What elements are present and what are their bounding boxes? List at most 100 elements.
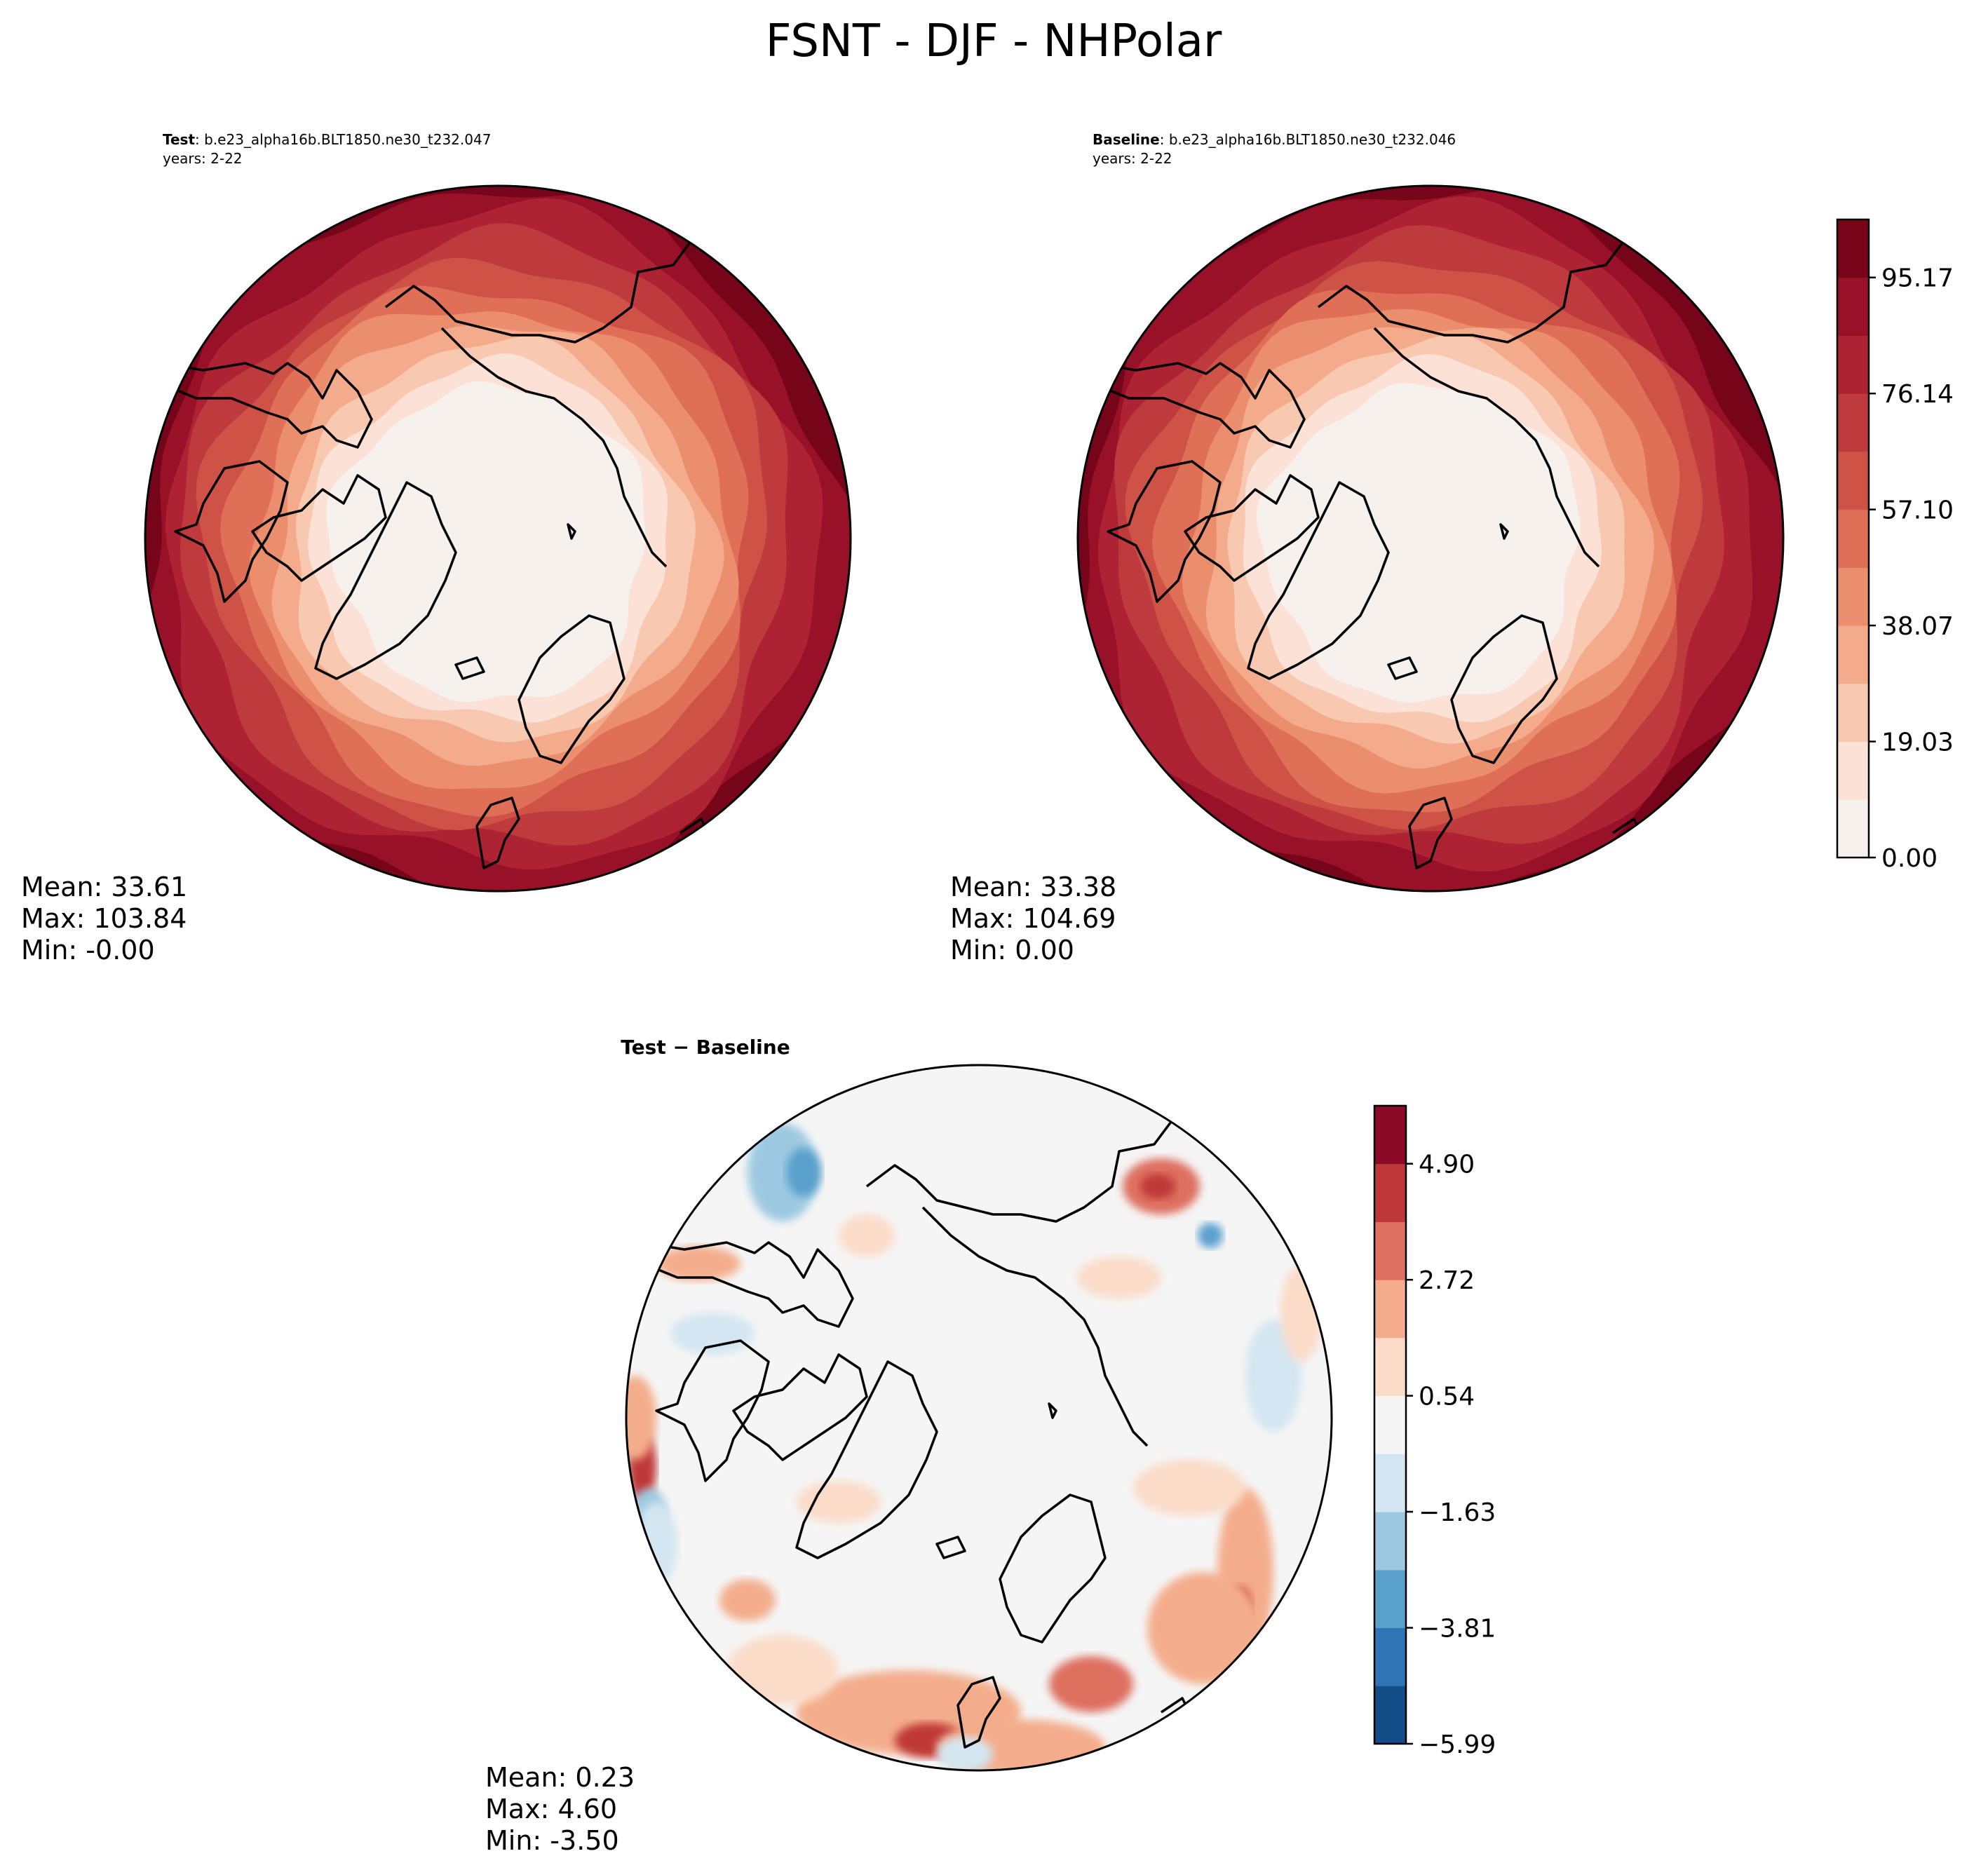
panel-difference-mean: Mean: 0.23 — [485, 1762, 635, 1793]
anomaly-blob — [786, 1148, 821, 1197]
panel-test-title: Test: b.e23_alpha16b.BLT1850.ne30_t232.0… — [163, 131, 491, 148]
coastline — [475, 797, 520, 869]
colorbar-tick-label: −5.99 — [1419, 1730, 1496, 1759]
anomaly-blob — [726, 1635, 839, 1705]
coastline — [921, 1206, 1149, 1447]
coastline — [956, 1676, 1001, 1749]
anomaly-blob — [937, 1737, 993, 1770]
colorbar-segment — [1374, 1569, 1406, 1629]
colorbar-tick-label: 76.14 — [1881, 380, 1954, 409]
colorbar-segment — [1374, 1512, 1406, 1571]
colorbar-segment — [1837, 219, 1869, 278]
panel-baseline-max: Max: 104.69 — [950, 903, 1116, 934]
colorbar-segment — [1837, 393, 1869, 452]
coastline — [1317, 201, 1656, 344]
coastline — [1450, 614, 1558, 764]
colorbar-tick-label: 95.17 — [1881, 264, 1954, 293]
colorbar-frame — [1373, 1104, 1407, 1745]
anomaly-blob — [1140, 1174, 1175, 1199]
coastline — [999, 1493, 1107, 1644]
colorbar-tick-label: 4.90 — [1419, 1151, 1475, 1179]
colorbar-segment — [1374, 1627, 1406, 1686]
colorbar-segment — [1374, 1106, 1406, 1165]
contour-level — [1256, 383, 1581, 703]
panel-baseline-map — [1078, 186, 1783, 891]
panel-baseline-contour-rings — [1078, 186, 1783, 891]
colorbar-tick-label: 0.54 — [1419, 1383, 1475, 1411]
panel-test-coastlines — [145, 201, 724, 869]
anomaly-blob — [1077, 1256, 1161, 1299]
colorbar-tick-label: −1.63 — [1419, 1498, 1496, 1527]
panel-test-mean: Mean: 33.61 — [21, 872, 187, 902]
colorbar-segment — [1837, 799, 1869, 858]
coastline — [145, 362, 373, 449]
figure-title: FSNT - DJF - NHPolar — [766, 15, 1222, 67]
panel-baseline-years: years: 2-22 — [1093, 150, 1172, 167]
coastline — [251, 474, 387, 582]
colorbar-segment — [1374, 1163, 1406, 1222]
panel-difference-map-boundary — [625, 1064, 1333, 1772]
panel-difference-background — [626, 1065, 1332, 1770]
panel-test-max: Max: 103.84 — [21, 903, 187, 934]
coastline — [865, 1080, 1205, 1223]
colorbar-segment — [1374, 1454, 1406, 1512]
coastline — [1048, 1402, 1057, 1419]
coastline — [384, 201, 724, 344]
anomaly-blob — [1147, 1572, 1259, 1684]
colorbar-frame — [1836, 218, 1870, 859]
colorbar-baseline: 0.00 19.03 38.07 57.10 76.14 95.17 — [1836, 218, 1954, 873]
colorbar-segment — [1374, 1337, 1406, 1397]
coastline — [454, 656, 485, 680]
anomaly-blob — [670, 1313, 755, 1355]
coastline — [795, 1360, 938, 1559]
colorbar-tick-label: 19.03 — [1881, 729, 1954, 757]
colorbar-segment — [1374, 1280, 1406, 1339]
anomaly-blob — [839, 1214, 895, 1256]
panel-test-min: Min: -0.00 — [21, 935, 155, 966]
anomaly-blob — [656, 1246, 741, 1281]
panel-difference-max: Max: 4.60 — [485, 1794, 617, 1824]
anomaly-blob — [1133, 1460, 1245, 1516]
colorbar-tick-label: 2.72 — [1419, 1266, 1475, 1295]
anomaly-blob — [1049, 1656, 1133, 1712]
anomaly-blob — [797, 1481, 881, 1523]
panel-baseline-mean: Mean: 33.38 — [950, 872, 1116, 902]
panel-difference-min: Min: -3.50 — [485, 1825, 619, 1856]
colorbar-difference: −5.99 −3.81 −1.63 0.54 2.72 4.90 — [1373, 1104, 1496, 1759]
anomaly-blob — [719, 1579, 776, 1621]
coastline — [1247, 481, 1390, 680]
panel-test-years: years: 2-22 — [163, 150, 243, 167]
colorbar-segment — [1837, 683, 1869, 743]
colorbar-segment — [1374, 1686, 1406, 1744]
colorbar-segment — [1837, 451, 1869, 510]
coastline — [655, 1339, 770, 1482]
panel-test: Test: b.e23_alpha16b.BLT1850.ne30_t232.0… — [21, 131, 852, 966]
coastline — [1408, 797, 1453, 869]
panel-difference-map — [626, 1065, 1332, 1770]
anomaly-blob — [748, 1123, 818, 1221]
panel-baseline-title: Baseline: b.e23_alpha16b.BLT1850.ne30_t2… — [1093, 131, 1456, 148]
panel-test-map-boundary — [144, 184, 852, 893]
coastline — [1499, 523, 1509, 540]
coastline — [1078, 362, 1306, 449]
coastline — [1373, 327, 1600, 568]
coastline — [174, 460, 289, 603]
colorbar-segment — [1837, 625, 1869, 684]
coastline — [314, 481, 457, 680]
panel-difference-anomalies — [626, 1123, 1323, 1770]
colorbar-segment — [1837, 277, 1869, 336]
anomaly-blob — [1198, 1223, 1223, 1248]
colorbar-segment — [1374, 1221, 1406, 1280]
colorbar-segment — [1837, 335, 1869, 394]
panel-difference: Test − Baseline Mean: 0.23 Max: 4.60 Min… — [485, 1036, 1496, 1856]
colorbar-segment — [1374, 1395, 1406, 1454]
colorbar-segment — [1837, 509, 1869, 568]
coastline — [1387, 656, 1418, 680]
anomaly-blob — [626, 1376, 656, 1460]
colorbar-tick-label: 57.10 — [1881, 496, 1954, 525]
coastline — [518, 614, 626, 764]
colorbar-tick-label: 38.07 — [1881, 612, 1954, 641]
coastline — [440, 327, 668, 568]
coastline — [626, 1241, 854, 1328]
coastline — [567, 523, 576, 540]
